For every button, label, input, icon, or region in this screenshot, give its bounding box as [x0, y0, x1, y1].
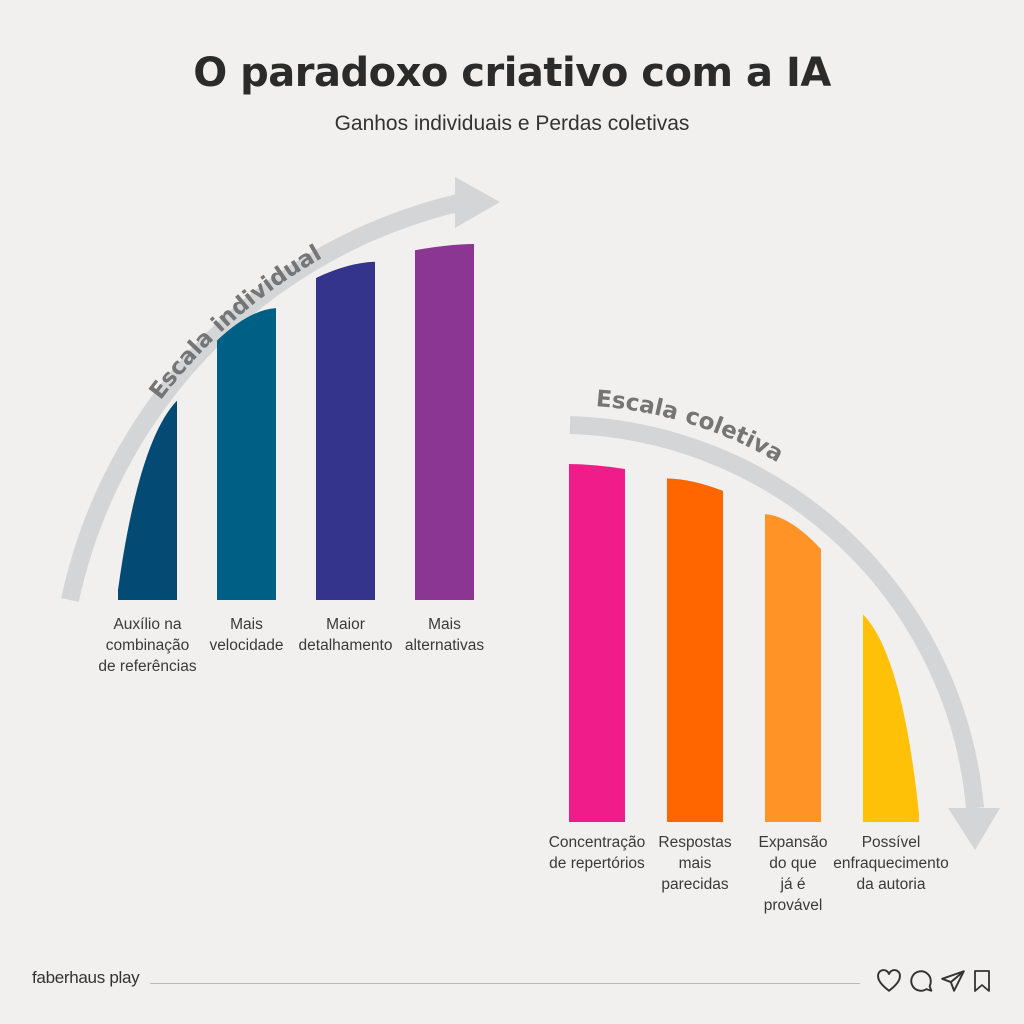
- bars-individual: [118, 244, 474, 600]
- category-label: Maior detalhamento: [298, 616, 393, 654]
- category-label: Possível enfraquecimento da autoria: [833, 834, 949, 893]
- bar-coletiva-4: [863, 614, 919, 822]
- page-title: O paradoxo criativo com a IA: [193, 50, 831, 96]
- bar-individual-4: [415, 244, 474, 600]
- bars-coletiva: [569, 464, 919, 822]
- category-label: Auxílio na combinação de referências: [98, 616, 197, 675]
- footer-divider: [150, 983, 860, 984]
- page-subtitle: Ganhos individuais e Perdas coletivas: [334, 112, 690, 135]
- bar-individual-1: [118, 400, 177, 600]
- category-label: Mais alternativas: [404, 616, 485, 654]
- bar-individual-3: [316, 261, 375, 600]
- send-icon[interactable]: [940, 968, 966, 994]
- arrow-individual-head: [455, 177, 500, 228]
- category-label: Respostas mais parecidas: [658, 834, 732, 893]
- arrow-coletiva: [569, 416, 984, 809]
- bar-coletiva-2: [667, 478, 723, 822]
- category-label: Mais velocidade: [209, 616, 284, 654]
- comment-icon[interactable]: [908, 968, 934, 994]
- bar-coletiva-3: [765, 514, 821, 822]
- bar-individual-2: [217, 308, 276, 600]
- arrow-individual: [61, 193, 465, 602]
- bar-coletiva-1: [569, 464, 625, 822]
- arrow-coletiva-head: [948, 808, 1000, 850]
- category-label: Concentração de repertórios: [548, 834, 646, 872]
- category-label: Expansão do que já é provável: [758, 834, 828, 914]
- brand-logo: faberhaus play: [32, 968, 140, 987]
- bookmark-icon[interactable]: [970, 968, 994, 994]
- heart-icon[interactable]: [876, 968, 902, 994]
